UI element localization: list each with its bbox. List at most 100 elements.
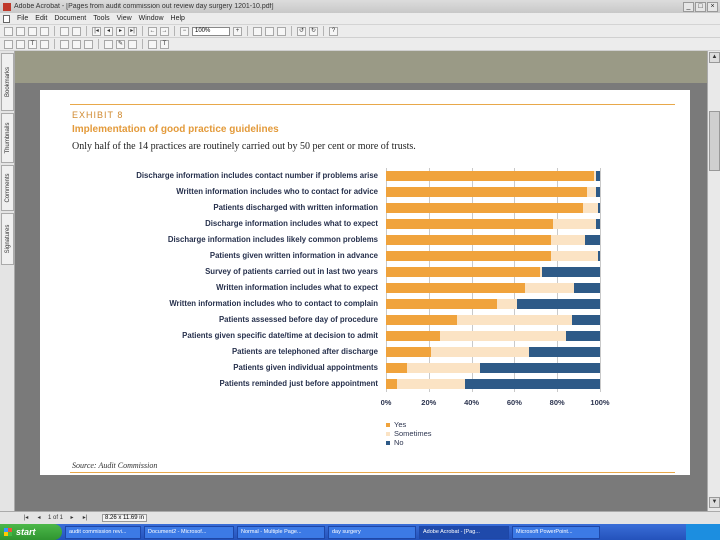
last-page-icon[interactable]: ▸| (82, 515, 88, 521)
highlight-tool-icon[interactable] (128, 39, 137, 49)
touchup-text-icon[interactable]: T (160, 39, 169, 49)
bar-segment-no (565, 331, 600, 341)
next-page-icon[interactable]: ▸ (116, 26, 125, 36)
chart-legend: Yes Sometimes No (386, 420, 432, 447)
toolbar-separator (247, 26, 248, 36)
note-tool-icon[interactable] (104, 39, 113, 49)
taskbar-item[interactable]: audit commission revi... (65, 525, 141, 539)
scroll-down-icon[interactable]: ▼ (709, 497, 720, 508)
taskbar-item[interactable]: Microsoft PowerPoint... (512, 525, 600, 539)
bar-segment-no (574, 283, 600, 293)
actual-size-icon[interactable] (253, 26, 262, 36)
print-icon[interactable] (28, 26, 37, 36)
category-label: Written information includes who to cont… (169, 299, 378, 308)
graphics-select-icon[interactable] (40, 39, 49, 49)
go-forward-icon[interactable]: → (160, 26, 169, 36)
scroll-up-icon[interactable]: ▲ (709, 52, 720, 63)
bar-segment-yes (386, 347, 431, 357)
fit-page-icon[interactable] (265, 26, 274, 36)
start-button[interactable]: start (0, 524, 62, 540)
navigation-pane-icon[interactable] (60, 26, 69, 36)
crop-tool-icon[interactable] (72, 39, 81, 49)
toolbar-separator (142, 26, 143, 36)
legend-swatch (386, 422, 390, 427)
previous-page-icon[interactable]: ◂ (37, 515, 41, 521)
pencil-tool-icon[interactable]: ✎ (116, 39, 125, 49)
category-label: Patients assessed before day of procedur… (218, 315, 378, 324)
toolbar-separator (54, 26, 55, 36)
bar-segment-no (595, 171, 600, 181)
previous-page-icon[interactable]: ◂ (104, 26, 113, 36)
fullscreen-icon[interactable] (72, 26, 81, 36)
first-page-icon[interactable]: |◂ (92, 26, 101, 36)
category-label: Written information includes what to exp… (216, 283, 378, 292)
form-tool-icon[interactable] (148, 39, 157, 49)
tab-thumbnails[interactable]: Thumbnails (1, 113, 14, 163)
legend-swatch (386, 440, 390, 445)
rotate-left-icon[interactable]: ↺ (297, 26, 306, 36)
zoom-input[interactable]: 100% (192, 26, 230, 36)
bar-segment-no (595, 187, 600, 197)
open-icon[interactable] (4, 26, 13, 36)
taskbar-item[interactable]: Normal - Multiple Page... (237, 525, 325, 539)
menu-help[interactable]: Help (170, 15, 185, 22)
window-controls: _ □ × (683, 1, 718, 12)
bar-segment-no (542, 267, 600, 277)
select-text-icon[interactable]: T (28, 39, 37, 49)
bar-segment-yes (386, 267, 541, 277)
footer-rule (70, 472, 675, 473)
bar-segment-sometimes (550, 251, 598, 261)
link-tool-icon[interactable] (84, 39, 93, 49)
taskbar-item[interactable]: Document2 - Microsof... (144, 525, 234, 539)
menu-edit[interactable]: Edit (35, 15, 48, 22)
toolbar-separator (174, 26, 175, 36)
windows-taskbar: start audit commission revi... Document2… (0, 524, 720, 540)
header-rule (70, 104, 675, 105)
maximize-icon[interactable]: □ (695, 1, 706, 12)
navigation-tabs: Bookmarks Thumbnails Comments Signatures (0, 51, 15, 511)
menu-window[interactable]: Window (138, 15, 164, 22)
go-back-icon[interactable]: ← (148, 26, 157, 36)
vertical-scrollbar[interactable]: ▲ ▼ (707, 51, 720, 511)
scroll-thumb[interactable] (709, 111, 720, 171)
minimize-icon[interactable]: _ (683, 1, 694, 12)
help-icon[interactable]: ? (329, 26, 338, 36)
menu-file[interactable]: File (17, 15, 29, 22)
last-page-icon[interactable]: ▸| (128, 26, 137, 36)
taskbar-item-active[interactable]: Adobe Acrobat - [Pag... (419, 525, 509, 539)
next-page-icon[interactable]: ▸ (70, 515, 74, 521)
legend-label: Sometimes (394, 429, 432, 438)
legend-label: Yes (394, 420, 407, 429)
bar-segment-no (595, 219, 600, 229)
article-tool-icon[interactable] (60, 39, 69, 49)
close-icon[interactable]: × (707, 1, 718, 12)
bar-segment-yes (386, 235, 551, 245)
bar-segment-yes (386, 331, 440, 341)
menu-document[interactable]: Document (54, 15, 87, 22)
system-tray (686, 524, 720, 540)
x-tick-label: 100% (590, 398, 610, 407)
menu-tools[interactable]: Tools (93, 15, 110, 22)
tab-comments[interactable]: Comments (1, 165, 14, 211)
rotate-right-icon[interactable]: ↻ (309, 26, 318, 36)
tab-signatures[interactable]: Signatures (1, 213, 14, 265)
first-page-icon[interactable]: |◂ (23, 515, 29, 521)
email-icon[interactable] (40, 26, 49, 36)
save-icon[interactable] (16, 26, 25, 36)
page-indicator[interactable]: 1 of 1 (48, 515, 64, 521)
fit-width-icon[interactable] (277, 26, 286, 36)
bar-segment-sometimes (550, 235, 585, 245)
taskbar-item[interactable]: day surgery (328, 525, 416, 539)
category-label: Patients given individual appointments (233, 363, 378, 372)
tab-bookmarks[interactable]: Bookmarks (1, 53, 14, 111)
menu-view[interactable]: View (116, 15, 132, 22)
zoom-tool-icon[interactable] (16, 39, 25, 49)
zoom-in-icon[interactable]: + (233, 26, 242, 36)
bar-segment-sometimes (407, 363, 481, 373)
zoom-out-icon[interactable]: − (180, 26, 189, 36)
document-icon[interactable] (3, 14, 10, 23)
toolbar-tools: T ✎ T (0, 38, 720, 51)
hand-tool-icon[interactable] (4, 39, 13, 49)
bar-segment-sometimes (497, 299, 517, 309)
category-label: Patients given written information in ad… (209, 251, 378, 260)
